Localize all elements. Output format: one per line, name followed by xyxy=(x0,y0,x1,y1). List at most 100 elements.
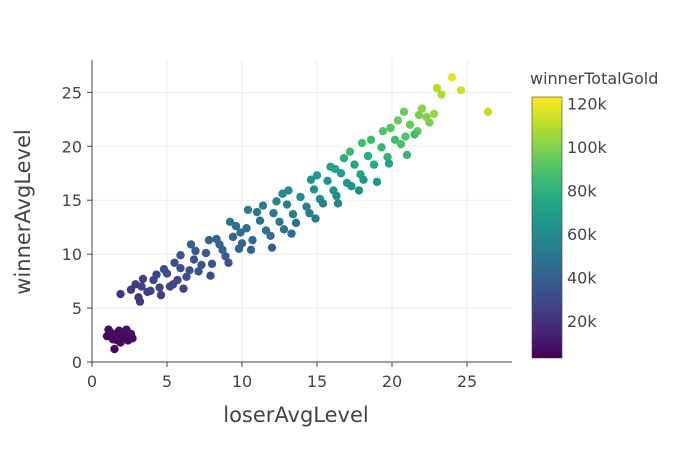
scatter-point xyxy=(252,207,262,217)
scatter-point xyxy=(401,132,410,141)
scatter-point xyxy=(269,208,278,218)
scatter-point xyxy=(359,175,368,184)
scatter-point xyxy=(138,274,148,284)
scatter-point xyxy=(155,283,164,292)
scatter-point xyxy=(206,271,215,280)
scatter-point xyxy=(318,199,328,208)
scatter-point xyxy=(354,186,364,195)
scatter-point xyxy=(221,252,230,261)
scatter-point xyxy=(456,86,466,95)
scatter-point xyxy=(483,107,493,116)
y-axis-ticks: 0 5 10 15 20 25 xyxy=(62,83,92,372)
scatter-point xyxy=(272,197,281,206)
scatter-point xyxy=(372,177,382,187)
y-tick-label: 10 xyxy=(62,245,82,264)
scatter-point xyxy=(357,138,367,148)
scatter-point xyxy=(224,258,233,267)
grid-lines xyxy=(91,60,512,363)
scatter-point xyxy=(266,231,275,241)
scatter-point xyxy=(390,135,400,145)
scatter-point xyxy=(236,228,245,237)
y-tick-label: 5 xyxy=(72,299,82,318)
x-axis-ticks: 0 5 10 15 20 25 xyxy=(87,362,477,391)
scatter-point xyxy=(113,336,122,345)
scatter-point xyxy=(288,210,298,219)
scatter-point xyxy=(248,235,257,245)
scatter-point xyxy=(282,200,292,209)
scatter-point xyxy=(246,245,256,255)
scatter-point xyxy=(135,297,145,306)
scatter-point xyxy=(350,160,359,169)
colorbar-tick-label: 20k xyxy=(567,312,597,331)
scatter-point xyxy=(305,208,314,218)
scatter-point xyxy=(386,123,395,133)
scatter-point xyxy=(447,73,457,82)
scatter-point xyxy=(255,216,265,225)
y-axis-title: winnerAvgLevel xyxy=(11,129,35,295)
scatter-point xyxy=(296,192,305,202)
x-axis-title: loserAvgLevel xyxy=(223,403,369,427)
scatter-point xyxy=(309,185,319,194)
scatter-point xyxy=(152,270,161,279)
x-tick-label: 25 xyxy=(457,372,477,391)
scatter-point xyxy=(417,104,427,113)
x-tick-label: 10 xyxy=(232,372,252,391)
scatter-point xyxy=(207,259,217,269)
scatter-point xyxy=(146,286,155,296)
scatter-point xyxy=(384,159,394,168)
scatter-point xyxy=(104,325,113,334)
scatter-point xyxy=(212,234,221,244)
scatter-point xyxy=(275,217,284,226)
colorbar-title: winnerTotalGold xyxy=(530,69,658,88)
scatter-point xyxy=(176,251,185,260)
scatter-point xyxy=(279,225,289,234)
scatter-point xyxy=(302,202,311,211)
scatter-point xyxy=(194,267,203,276)
scatter-point xyxy=(410,130,419,139)
scatter-point xyxy=(311,214,320,223)
colorbar-ticks: 20k 40k 60k 80k 100k 120k xyxy=(567,95,608,331)
scatter-point xyxy=(116,289,125,299)
scatter-point xyxy=(225,217,235,226)
scatter-point xyxy=(242,224,251,233)
scatter-point xyxy=(378,126,388,136)
scatter-point xyxy=(128,334,137,343)
colorbar-tick-label: 120k xyxy=(567,95,608,114)
colorbar-tick-label: 80k xyxy=(567,182,597,201)
scatter-point xyxy=(189,255,199,264)
y-tick-label: 25 xyxy=(62,83,82,102)
scatter-point xyxy=(182,272,191,281)
scatter-point xyxy=(110,344,119,354)
scatter-point xyxy=(422,112,431,122)
scatter-point xyxy=(332,191,341,201)
scatter-point xyxy=(402,150,412,160)
colorbar-tick-label: 60k xyxy=(567,225,597,244)
scatter-point xyxy=(267,243,277,252)
scatter-point xyxy=(165,282,175,291)
scatter-point xyxy=(185,266,194,275)
scatter-point xyxy=(345,147,355,156)
scatter-point xyxy=(306,175,316,184)
x-tick-label: 5 xyxy=(162,372,172,391)
scatter-point xyxy=(414,110,424,120)
scatter-point xyxy=(176,263,185,273)
scatter-point xyxy=(377,143,386,152)
scatter-point xyxy=(204,235,214,245)
scatter-point xyxy=(336,169,346,178)
colorbar-tick-label: 100k xyxy=(567,138,608,157)
scatter-point xyxy=(278,189,287,198)
scatter-point xyxy=(393,116,403,125)
scatter-point xyxy=(347,181,356,191)
scatter-point xyxy=(330,164,340,174)
scatter-point xyxy=(399,107,409,116)
y-tick-label: 0 xyxy=(72,353,82,372)
scatter-point xyxy=(201,248,211,258)
x-tick-label: 0 xyxy=(87,372,97,391)
scatter-point xyxy=(396,139,406,149)
scatter-point xyxy=(323,176,332,185)
y-tick-label: 15 xyxy=(62,191,82,210)
scatter-point xyxy=(170,258,179,267)
scatter-point xyxy=(258,201,268,210)
scatter-point xyxy=(291,218,301,228)
scatter-point xyxy=(243,205,253,215)
